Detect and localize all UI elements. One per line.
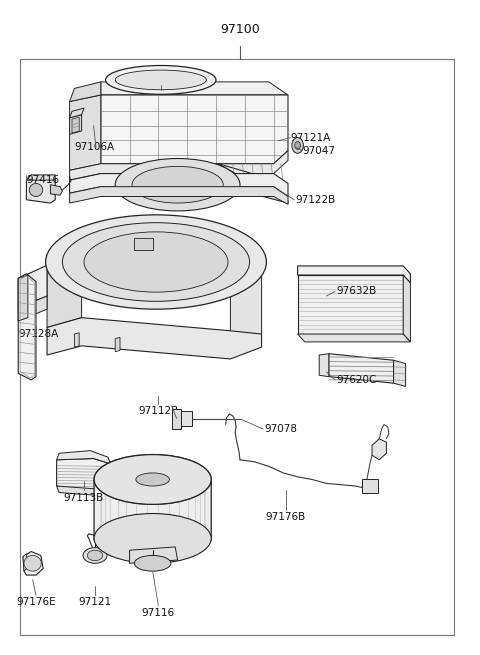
Text: 97100: 97100 xyxy=(220,23,260,36)
Polygon shape xyxy=(70,95,101,170)
Ellipse shape xyxy=(24,555,41,571)
Polygon shape xyxy=(115,337,120,352)
Polygon shape xyxy=(50,185,62,195)
Ellipse shape xyxy=(292,138,303,153)
Polygon shape xyxy=(298,334,410,342)
Text: 97113B: 97113B xyxy=(64,493,104,502)
Polygon shape xyxy=(70,82,101,102)
Text: 97620C: 97620C xyxy=(336,375,376,385)
Text: 97121: 97121 xyxy=(78,597,112,607)
Polygon shape xyxy=(74,333,79,347)
Polygon shape xyxy=(218,164,288,203)
Polygon shape xyxy=(298,266,410,283)
Polygon shape xyxy=(230,262,262,347)
Bar xyxy=(172,409,181,429)
Polygon shape xyxy=(23,552,43,575)
Ellipse shape xyxy=(136,473,169,486)
Polygon shape xyxy=(70,108,84,118)
Text: 97176B: 97176B xyxy=(265,512,306,522)
Ellipse shape xyxy=(115,70,206,90)
Ellipse shape xyxy=(115,159,240,211)
Ellipse shape xyxy=(106,66,216,94)
Polygon shape xyxy=(57,458,110,495)
Text: 97106A: 97106A xyxy=(74,142,115,153)
Text: 97121A: 97121A xyxy=(290,132,331,143)
Ellipse shape xyxy=(62,223,250,301)
Polygon shape xyxy=(26,175,55,180)
Polygon shape xyxy=(70,151,288,180)
Polygon shape xyxy=(18,275,28,321)
Polygon shape xyxy=(72,117,79,133)
Ellipse shape xyxy=(83,548,107,563)
Polygon shape xyxy=(57,486,113,496)
Bar xyxy=(134,238,153,250)
Text: 97047: 97047 xyxy=(302,145,336,156)
Polygon shape xyxy=(18,296,47,321)
Polygon shape xyxy=(70,115,82,134)
Text: 97176E: 97176E xyxy=(16,597,56,607)
Polygon shape xyxy=(101,95,288,164)
Polygon shape xyxy=(47,246,262,272)
Polygon shape xyxy=(329,354,394,383)
Text: 97116: 97116 xyxy=(142,608,175,618)
Ellipse shape xyxy=(84,232,228,292)
Polygon shape xyxy=(47,246,82,328)
Polygon shape xyxy=(130,547,178,563)
Text: 97122B: 97122B xyxy=(295,195,336,205)
Polygon shape xyxy=(70,187,288,204)
Text: 97621M: 97621M xyxy=(140,79,182,88)
Text: 97078: 97078 xyxy=(264,424,297,434)
Ellipse shape xyxy=(132,166,223,203)
Polygon shape xyxy=(403,275,410,342)
Polygon shape xyxy=(26,177,55,203)
Polygon shape xyxy=(94,479,211,545)
Text: 97632B: 97632B xyxy=(336,286,376,297)
Polygon shape xyxy=(23,553,27,571)
Polygon shape xyxy=(47,318,262,359)
Ellipse shape xyxy=(134,555,171,571)
Ellipse shape xyxy=(29,183,43,196)
Polygon shape xyxy=(57,451,110,464)
Polygon shape xyxy=(18,265,47,308)
Ellipse shape xyxy=(94,455,211,504)
Ellipse shape xyxy=(94,455,211,504)
Polygon shape xyxy=(101,82,288,95)
Ellipse shape xyxy=(94,514,211,563)
Polygon shape xyxy=(18,274,36,380)
Text: 97416: 97416 xyxy=(26,175,60,185)
Bar xyxy=(20,59,454,635)
Bar xyxy=(362,479,378,493)
Ellipse shape xyxy=(295,141,300,149)
Ellipse shape xyxy=(46,215,266,309)
Polygon shape xyxy=(298,275,403,334)
Text: 97112B: 97112B xyxy=(138,406,179,416)
Polygon shape xyxy=(70,174,288,196)
Polygon shape xyxy=(319,354,329,377)
Polygon shape xyxy=(372,439,386,460)
Polygon shape xyxy=(394,360,406,386)
Ellipse shape xyxy=(87,550,103,561)
Text: 97128A: 97128A xyxy=(18,329,59,339)
Bar xyxy=(177,411,192,426)
